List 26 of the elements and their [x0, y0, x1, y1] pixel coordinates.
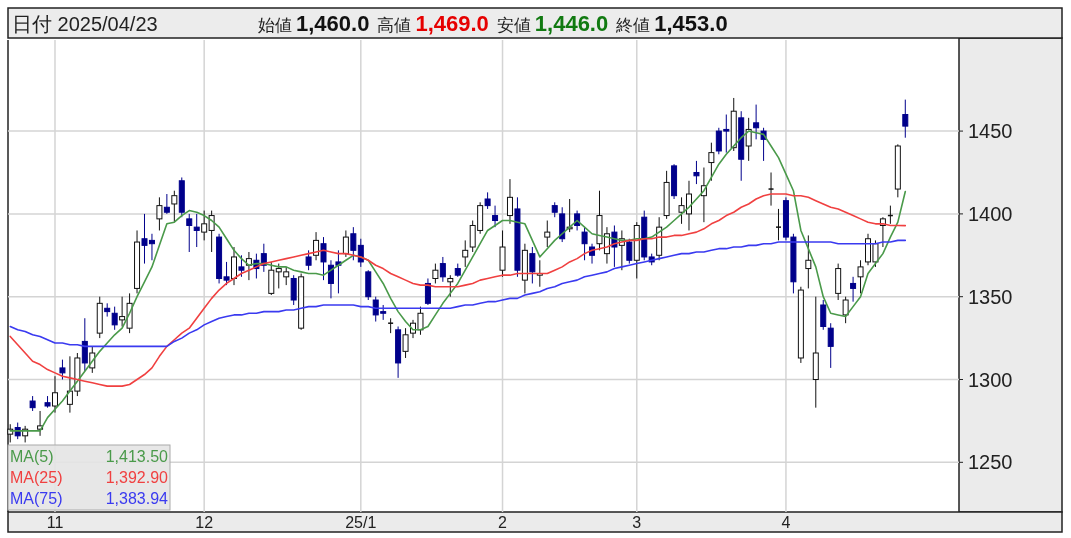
- text: 高値: [377, 16, 412, 35]
- text: 1,460.0: [296, 11, 370, 36]
- annotation: 1,392.90: [105, 469, 169, 486]
- text: 1,446.0: [534, 11, 609, 36]
- text: 始値: [258, 16, 292, 35]
- y-tick-label: 1450: [968, 120, 1013, 143]
- x-tick-label: 12: [195, 514, 214, 531]
- text: 終値: [615, 16, 651, 35]
- x-tick-label: 3: [632, 514, 642, 531]
- chart-title: 日付 2025/04/23: [12, 13, 158, 35]
- y-tick-label: 1300: [968, 368, 1013, 391]
- text: 1,453.0: [654, 11, 728, 36]
- x-tick-label: 25/1: [345, 514, 377, 531]
- text: MA(75): [10, 490, 63, 507]
- x-tick-label: 11: [46, 514, 64, 531]
- y-tick-label: 1400: [968, 202, 1013, 225]
- y-tick-label: 1250: [968, 451, 1013, 474]
- x-tick-label: 4: [781, 514, 791, 531]
- text: 1,469.0: [415, 11, 489, 36]
- text: MA(25): [10, 469, 63, 486]
- text: 安値: [496, 16, 531, 35]
- y-tick-label: 1350: [968, 285, 1013, 308]
- annotation: 1,383.94: [105, 490, 169, 507]
- x-tick-label: 2: [498, 514, 508, 531]
- annotation: 1,413.50: [105, 448, 169, 465]
- series-label: MA(5): [10, 448, 54, 465]
